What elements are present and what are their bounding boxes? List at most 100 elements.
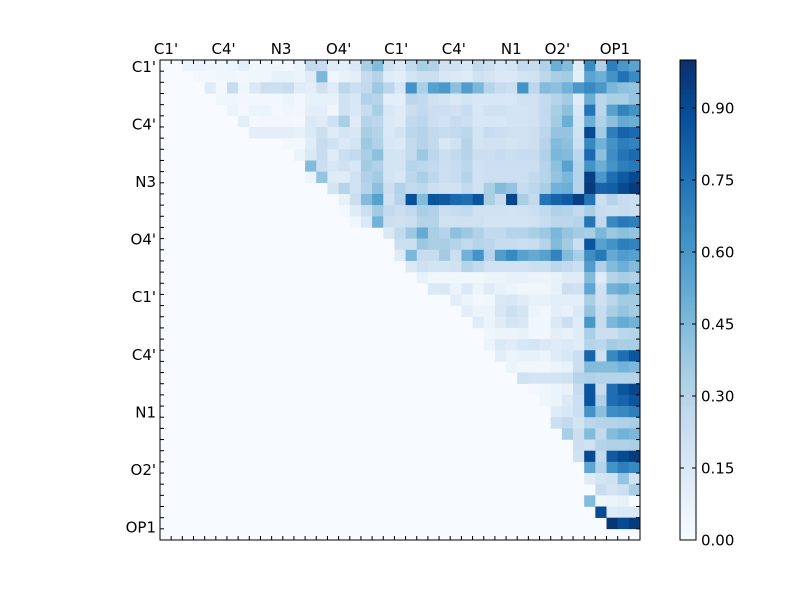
heatmap-cell (271, 93, 284, 105)
heatmap-cell (472, 272, 485, 284)
heatmap-cell (215, 71, 228, 83)
heatmap-cell (606, 484, 618, 496)
heatmap-cell (360, 126, 373, 139)
heatmap-cell (539, 60, 551, 72)
heatmap-cell (617, 260, 630, 273)
heatmap-cell (271, 82, 284, 94)
heatmap-cell (494, 316, 507, 329)
heatmap-cell (360, 115, 373, 128)
heatmap-cell (517, 339, 529, 351)
heatmap-cell (461, 93, 473, 105)
heatmap-cell (394, 205, 406, 217)
heatmap-cell (561, 327, 574, 340)
heatmap-cell (439, 93, 451, 105)
heatmap-cell (606, 294, 618, 306)
heatmap-cell (595, 272, 607, 284)
heatmap-cell (316, 82, 328, 94)
heatmap-cell (573, 138, 585, 150)
heatmap-cell (595, 205, 607, 217)
heatmap-cell (405, 160, 418, 172)
heatmap-cell (528, 283, 540, 295)
y-tick-label: N3 (135, 173, 156, 191)
heatmap-cell (238, 82, 250, 94)
heatmap-cell (327, 104, 339, 117)
heatmap-cell (617, 450, 630, 463)
heatmap-cell (550, 205, 563, 217)
heatmap-cell (338, 171, 351, 184)
heatmap-cell (561, 71, 574, 83)
heatmap-cell (617, 93, 630, 105)
heatmap-cell (617, 361, 630, 373)
heatmap-cell (450, 71, 462, 83)
heatmap-cell (494, 182, 507, 195)
heatmap-cell (517, 227, 529, 239)
heatmap-cell (461, 205, 473, 217)
heatmap-cell (517, 126, 529, 139)
heatmap-cell (561, 182, 574, 195)
y-tick-label: O2' (131, 461, 156, 479)
heatmap-cell (617, 473, 630, 485)
heatmap-cell (506, 60, 518, 72)
heatmap-cell (450, 182, 462, 195)
heatmap-cell (506, 283, 518, 295)
heatmap-cell (628, 473, 641, 485)
heatmap-cell (472, 82, 485, 94)
heatmap-cell (550, 383, 563, 396)
heatmap-cell (372, 115, 384, 128)
heatmap-cell (372, 126, 384, 139)
heatmap-cell (494, 227, 507, 239)
heatmap-cell (405, 171, 418, 184)
heatmap-cell (606, 182, 618, 195)
heatmap-cell (506, 193, 518, 206)
heatmap-cell (617, 182, 630, 195)
heatmap-cell (628, 71, 641, 83)
heatmap-cell (450, 272, 462, 284)
heatmap-cell (617, 305, 630, 318)
heatmap-cell (606, 439, 618, 451)
heatmap-cell (450, 260, 462, 273)
heatmap-cell (293, 60, 306, 72)
heatmap-cell (539, 216, 551, 228)
heatmap-cell (450, 283, 462, 295)
heatmap-cell (528, 82, 540, 94)
heatmap-cell (372, 171, 384, 184)
heatmap-cell (450, 216, 462, 228)
heatmap-cell (416, 171, 429, 184)
heatmap-cell (461, 160, 473, 172)
heatmap-cell (461, 104, 473, 117)
heatmap-cell (427, 71, 440, 83)
heatmap-cell (517, 249, 529, 262)
heatmap-cell (372, 93, 384, 105)
heatmap-cell (450, 60, 462, 72)
heatmap-cell (528, 126, 540, 139)
heatmap-cell (617, 517, 630, 530)
heatmap-cell (293, 93, 306, 105)
heatmap-cell (606, 316, 618, 329)
heatmap-cell (383, 149, 395, 161)
heatmap-cell (405, 71, 418, 83)
colorbar-tick-label: 0.60 (701, 244, 734, 262)
heatmap-cell (439, 160, 451, 172)
heatmap-cell (204, 71, 217, 83)
heatmap-cell (550, 394, 563, 407)
heatmap-cell (394, 149, 406, 161)
heatmap-cell (472, 205, 485, 217)
heatmap-cell (394, 249, 406, 262)
heatmap-cell (372, 216, 384, 228)
heatmap-cell (506, 238, 518, 251)
heatmap-cell (494, 238, 507, 251)
heatmap-cell (617, 171, 630, 184)
heatmap-cell (494, 93, 507, 105)
heatmap-cell (483, 227, 496, 239)
heatmap-cell (561, 260, 574, 273)
heatmap-cell (584, 238, 596, 251)
heatmap-cell (506, 82, 518, 94)
heatmap-cell (628, 182, 641, 195)
heatmap-cell (506, 93, 518, 105)
heatmap-cell (528, 182, 540, 195)
heatmap-cell (539, 71, 551, 83)
heatmap-cell (528, 227, 540, 239)
heatmap-cell (416, 193, 429, 206)
heatmap-cell (282, 138, 295, 150)
